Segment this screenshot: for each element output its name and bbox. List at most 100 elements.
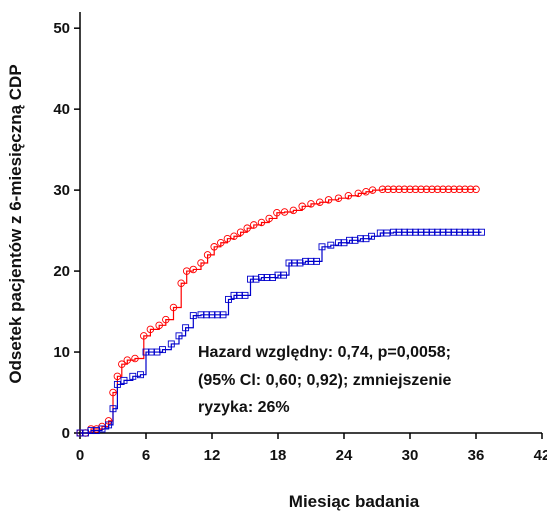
y-tick-label: 0 [62, 425, 70, 442]
series-2-censor-mark [423, 228, 430, 236]
series-2-censor-mark [182, 324, 190, 332]
series-1-censor-mark [378, 185, 387, 194]
series-1-censor-mark [155, 321, 163, 330]
series-1-censor-mark [433, 185, 442, 194]
series-2-censor-mark [445, 228, 452, 236]
series-1-censor-mark [265, 214, 273, 223]
series-2-censor-mark [105, 421, 113, 429]
series-1-censor-mark [104, 417, 113, 425]
series-1-censor-mark [461, 185, 469, 194]
series-2-censor-mark [236, 291, 243, 299]
x-axis-title: Miesiąc badania [289, 492, 420, 511]
series-2-censor-mark [76, 429, 84, 437]
y-tick-label: 30 [53, 182, 70, 199]
series-2-censor-mark [230, 291, 238, 299]
series-1-censor-mark [344, 192, 353, 200]
series-2-censor-mark [313, 257, 320, 265]
series-2-censor-mark [93, 427, 100, 435]
series-1-censor-mark [109, 388, 117, 397]
series-2-censor-mark [208, 311, 216, 319]
series-1-censor-mark [439, 185, 447, 194]
x-tick-label: 36 [468, 447, 485, 464]
series-2-censor-mark [285, 259, 293, 267]
series-1-censor-mark [334, 194, 343, 202]
series-2-censor-mark [383, 229, 391, 237]
series-1-censor-mark [384, 185, 392, 194]
series-1-censor-mark [223, 234, 232, 243]
x-tick-label: 18 [270, 447, 287, 464]
hazard-ratio-annotation: Hazard względny: 0,74, p=0,0058; (95% Cl… [198, 344, 452, 416]
series-1-censor-mark [389, 185, 398, 194]
series-1-censor-mark [197, 259, 205, 267]
series-2-censor-mark [214, 311, 221, 319]
series-1-censor-mark [177, 279, 185, 287]
series-1-censor-mark [316, 198, 324, 207]
series-2-censor-mark [296, 259, 304, 267]
series-1-censor-mark [250, 221, 258, 229]
series-1-censor-mark [354, 189, 363, 198]
series-2-censor-mark [142, 348, 150, 356]
series-1-censor-mark [428, 185, 436, 194]
series-2-censor-mark [137, 371, 144, 379]
series-1-censor-mark [123, 356, 132, 364]
series-2-censor-mark [376, 229, 384, 237]
series-2-censor-mark [189, 312, 197, 320]
series-2-censor-mark [472, 228, 480, 236]
series-2-censor-mark [120, 376, 128, 384]
series-2-censor-mark [340, 239, 348, 247]
series-1-censor-mark [400, 185, 409, 194]
y-tick-label: 20 [53, 263, 70, 280]
series-1-censor-mark [455, 185, 464, 194]
series-1-censor-mark [146, 325, 155, 334]
series-2-censor-mark [159, 346, 166, 354]
series-1-censor-mark [444, 185, 453, 194]
series-1-censor-mark [368, 186, 377, 194]
series-1-censor-mark [450, 185, 458, 194]
annotation-line: ryzyka: 26% [198, 399, 290, 416]
series-2-censor-mark [109, 405, 117, 413]
series-2-censor-mark [412, 228, 419, 236]
series-2-censor-mark [219, 311, 227, 319]
series-2-censor-mark [148, 348, 155, 356]
series-1-censor-mark [395, 185, 403, 194]
x-tick-label: 6 [142, 447, 150, 464]
series-2-censor-mark [203, 311, 210, 319]
x-tick-label: 30 [402, 447, 419, 464]
series-1-censor-mark [162, 315, 170, 324]
series-2-censor-mark [129, 372, 137, 380]
series-2-censor-mark [439, 228, 447, 236]
series-1-censor-mark [203, 251, 212, 259]
series-2-censor-mark [247, 275, 254, 283]
series-2-censor-mark [98, 425, 106, 433]
y-tick-label: 50 [53, 20, 70, 37]
series-2-censor-mark [434, 228, 441, 236]
series-1-censor-mark [406, 185, 414, 194]
series-1-censor-mark [113, 372, 122, 381]
series-2-censor-mark [291, 259, 298, 267]
series-1-censor-mark [307, 200, 315, 208]
annotation-line: Hazard względny: 0,74, p=0,0058; [198, 344, 451, 361]
series-1-censor-mark [131, 354, 139, 363]
series-2-censor-mark [153, 348, 161, 356]
series-2-censor-mark [395, 228, 403, 236]
series [76, 185, 485, 437]
series-2-censor-mark [467, 228, 474, 236]
series-2-censor-mark [428, 228, 436, 236]
series-1-censor-mark [217, 238, 225, 247]
series-2-censor-mark [280, 271, 287, 279]
series-2-censor-mark [241, 291, 249, 299]
series-1-censor-mark [411, 185, 420, 194]
series-1-censor-mark [243, 224, 251, 232]
series-2-censor-mark [269, 274, 276, 282]
series-2-censor-mark [417, 228, 425, 236]
series-1-censor-mark [289, 206, 298, 215]
series-2-censor-mark [390, 228, 397, 236]
x-tick-label: 24 [336, 447, 353, 464]
series-2-censor-mark [252, 275, 260, 283]
series-1-censor-mark [466, 185, 475, 194]
series-2-censor-mark [362, 235, 370, 243]
series-2-censor-mark [450, 228, 458, 236]
y-tick-label: 10 [53, 344, 70, 361]
